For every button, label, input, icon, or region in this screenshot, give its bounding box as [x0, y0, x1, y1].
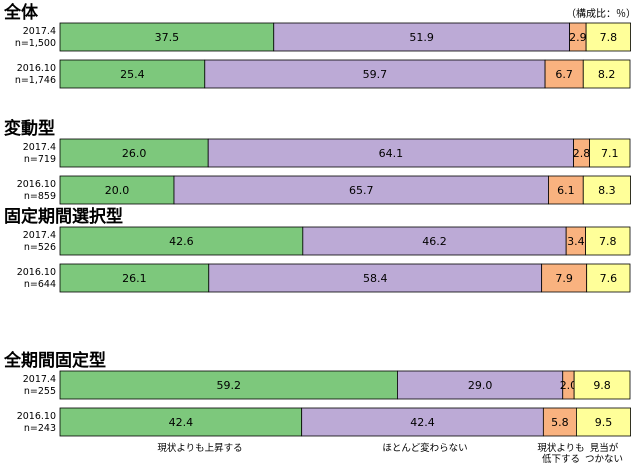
- group-title: 変動型: [4, 118, 55, 139]
- group-title: 全体: [3, 2, 39, 23]
- bar-row: 2016.10n=859 20.0 65.7 6.1 8.3: [17, 175, 631, 205]
- data-label: 5.8: [551, 416, 569, 429]
- bar-segment-4: [585, 22, 631, 52]
- row-period-label: 2016.10: [17, 63, 56, 74]
- bar-row: 2016.10n=243 42.4 42.4 5.8 9.5: [17, 407, 631, 437]
- row-n-label: n=859: [24, 191, 56, 202]
- data-label: 2.9: [569, 31, 587, 44]
- bar-row: 2017.4n=1,500 37.5 51.9 2.9 7.8: [15, 22, 631, 52]
- bar-segment-4: [585, 226, 631, 256]
- legend-label-4: 見当が: [590, 442, 619, 454]
- bar-row: 2016.10n=644 26.1 58.4 7.9 7.6: [17, 263, 631, 293]
- data-label: 7.8: [600, 31, 618, 44]
- bar-segment-3: [544, 59, 584, 89]
- bar-segment-2: [208, 263, 543, 293]
- row-period-label: 2017.4: [23, 374, 56, 385]
- legend-label-3: 低下する: [542, 453, 580, 465]
- data-label: 7.6: [600, 272, 618, 285]
- data-label: 7.1: [601, 147, 619, 160]
- bar-segment-3: [548, 175, 584, 205]
- bar-segment-1: [59, 175, 175, 205]
- data-label: 7.8: [599, 235, 617, 248]
- data-label: 3.4: [567, 235, 585, 248]
- bar-segment-2: [301, 407, 544, 437]
- legend-label-2: ほとんど変わらない: [382, 442, 467, 454]
- row-n-label: n=526: [24, 242, 56, 253]
- bar-segment-3: [542, 407, 577, 437]
- legend-label-3: 現状よりも: [537, 442, 584, 454]
- data-label: 8.3: [598, 184, 616, 197]
- bar-segment-2: [207, 138, 574, 168]
- unit-note: （構成比：％）: [566, 7, 636, 20]
- data-label: 8.2: [598, 68, 616, 81]
- bar-row: 2017.4n=719 26.0 64.1 2.8 7.1: [23, 138, 631, 168]
- group-3: 全期間固定型 2017.4n=255 59.2 29.0 2.0 9.8 2016.10n=…: [3, 350, 631, 437]
- data-label: 59.2: [216, 379, 241, 392]
- data-label: 25.4: [120, 68, 145, 81]
- row-period-label: 2017.4: [23, 230, 56, 241]
- bar-segment-1: [59, 407, 303, 437]
- bar-row: 2017.4n=255 59.2 29.0 2.0 9.8: [23, 370, 631, 400]
- row-n-label: n=719: [24, 154, 56, 165]
- data-label: 20.0: [105, 184, 130, 197]
- group-1: 変動型 2017.4n=719 26.0 64.1 2.8 7.1 2016.10n=859…: [4, 118, 631, 205]
- bar-segment-4: [573, 370, 631, 400]
- legend-label-1: 現状よりも上昇する: [157, 442, 242, 454]
- data-label: 9.5: [595, 416, 613, 429]
- bar-segment-1: [59, 263, 210, 293]
- data-label: 26.0: [122, 147, 147, 160]
- data-label: 6.7: [555, 68, 573, 81]
- row-n-label: n=255: [24, 386, 56, 397]
- data-label: 64.1: [379, 147, 404, 160]
- bar-segment-1: [59, 138, 209, 168]
- bar-segment-4: [586, 263, 631, 293]
- data-label: 6.1: [557, 184, 575, 197]
- group-0: 全体 2017.4n=1,500 37.5 51.9 2.9 7.8 2016.10n=1,…: [3, 2, 631, 89]
- row-period-label: 2017.4: [23, 26, 56, 37]
- group-title: 固定期間選択型: [4, 206, 123, 227]
- bar-segment-4: [582, 59, 631, 89]
- data-label: 7.9: [555, 272, 573, 285]
- data-label: 9.8: [593, 379, 611, 392]
- bar-segment-2: [173, 175, 549, 205]
- row-period-label: 2016.10: [17, 267, 56, 278]
- row-n-label: n=644: [24, 279, 56, 290]
- bar-segment-4: [582, 175, 631, 205]
- bar-row: 2017.4n=526 42.6 46.2 3.4 7.8: [23, 226, 631, 256]
- row-period-label: 2016.10: [17, 411, 56, 422]
- data-label: 46.2: [422, 235, 447, 248]
- data-label: 51.9: [409, 31, 434, 44]
- row-period-label: 2017.4: [23, 142, 56, 153]
- data-label: 65.7: [349, 184, 374, 197]
- row-n-label: n=243: [24, 423, 56, 434]
- bar-segment-2: [397, 370, 564, 400]
- data-label: 26.1: [122, 272, 147, 285]
- row-n-label: n=1,500: [15, 38, 56, 49]
- data-label: 29.0: [468, 379, 493, 392]
- bar-segment-4: [589, 138, 631, 168]
- legend-label-4: つかない: [585, 454, 623, 465]
- bar-segment-4: [576, 407, 631, 437]
- data-label: 42.4: [169, 416, 194, 429]
- bar-segment-2: [273, 22, 570, 52]
- bar-segment-2: [204, 59, 546, 89]
- data-label: 2.8: [573, 147, 591, 160]
- data-label: 42.6: [169, 235, 194, 248]
- data-label: 37.5: [155, 31, 180, 44]
- data-label: 42.4: [410, 416, 435, 429]
- bar-segment-1: [59, 22, 275, 52]
- data-label: 59.7: [363, 68, 388, 81]
- bar-row: 2016.10n=1,746 25.4 59.7 6.7 8.2: [15, 59, 631, 89]
- group-title: 全期間固定型: [3, 350, 106, 371]
- data-label: 58.4: [363, 272, 388, 285]
- bar-segment-1: [59, 370, 398, 400]
- bar-segment-1: [59, 59, 206, 89]
- row-period-label: 2016.10: [17, 179, 56, 190]
- row-n-label: n=1,746: [15, 75, 56, 86]
- data-label: 2.0: [560, 379, 578, 392]
- group-2: 固定期間選択型 2017.4n=526 42.6 46.2 3.4 7.8 2016.10n…: [4, 206, 631, 293]
